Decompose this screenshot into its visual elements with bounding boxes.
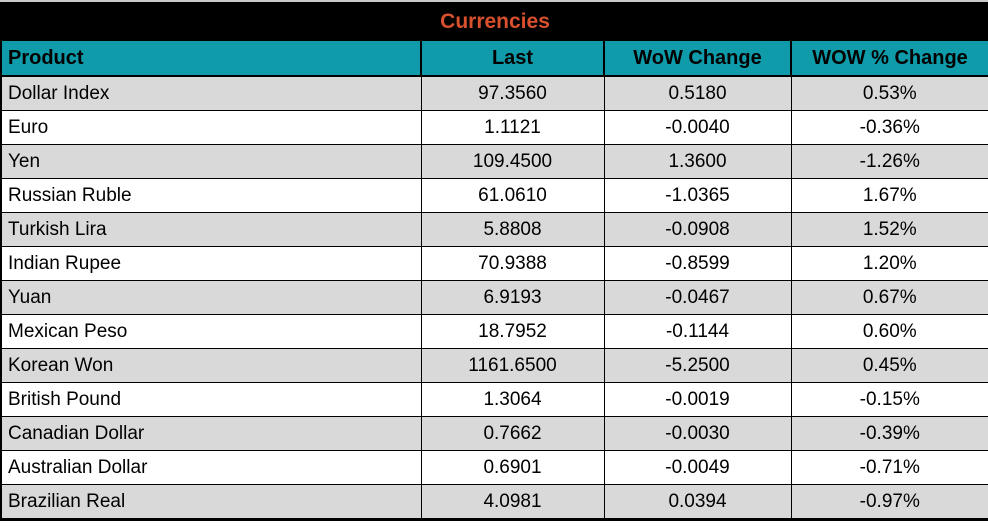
table-row: Euro 1.1121 -0.0040 -0.36% — [0, 110, 988, 145]
product-cell[interactable]: Yuan — [0, 280, 422, 315]
product-cell[interactable]: Canadian Dollar — [0, 416, 422, 451]
wow-change-cell[interactable]: -0.0040 — [603, 110, 792, 145]
product-cell[interactable]: Korean Won — [0, 348, 422, 383]
table-row: Australian Dollar 0.6901 -0.0049 -0.71% — [0, 450, 988, 485]
table-row: Brazilian Real 4.0981 0.0394 -0.97% — [0, 484, 988, 521]
column-header-last[interactable]: Last — [420, 39, 605, 77]
last-cell[interactable]: 0.7662 — [420, 416, 605, 451]
wow-pct-change-cell[interactable]: 1.52% — [790, 212, 988, 247]
table-row: Turkish Lira 5.8808 -0.0908 1.52% — [0, 212, 988, 247]
wow-change-cell[interactable]: -0.8599 — [603, 246, 792, 281]
wow-change-cell[interactable]: -1.0365 — [603, 178, 792, 213]
table-row: Yen 109.4500 1.3600 -1.26% — [0, 144, 988, 179]
product-cell[interactable]: Indian Rupee — [0, 246, 422, 281]
table-row: Mexican Peso 18.7952 -0.1144 0.60% — [0, 314, 988, 349]
wow-change-cell[interactable]: -0.0030 — [603, 416, 792, 451]
table-row: Korean Won 1161.6500 -5.2500 0.45% — [0, 348, 988, 383]
column-header-wow-pct-change[interactable]: WOW % Change — [789, 39, 988, 77]
wow-pct-change-cell[interactable]: -0.36% — [790, 110, 988, 145]
last-cell[interactable]: 97.3560 — [420, 75, 605, 111]
wow-change-cell[interactable]: 1.3600 — [603, 144, 792, 179]
last-cell[interactable]: 70.9388 — [420, 246, 605, 281]
column-header-wow-change[interactable]: WoW Change — [603, 39, 792, 77]
product-cell[interactable]: Mexican Peso — [0, 314, 422, 349]
wow-change-cell[interactable]: -0.1144 — [603, 314, 792, 349]
table-title: Currencies — [0, 2, 988, 41]
product-cell[interactable]: Australian Dollar — [0, 450, 422, 485]
wow-change-cell[interactable]: -0.0049 — [603, 450, 792, 485]
last-cell[interactable]: 1161.6500 — [420, 348, 605, 383]
product-cell[interactable]: Russian Ruble — [0, 178, 422, 213]
wow-pct-change-cell[interactable]: -0.71% — [790, 450, 988, 485]
wow-pct-change-cell[interactable]: -0.39% — [790, 416, 988, 451]
wow-pct-change-cell[interactable]: 1.67% — [790, 178, 988, 213]
last-cell[interactable]: 1.3064 — [420, 382, 605, 417]
table-row: Canadian Dollar 0.7662 -0.0030 -0.39% — [0, 416, 988, 451]
wow-change-cell[interactable]: -0.0467 — [603, 280, 792, 315]
table-row: Yuan 6.9193 -0.0467 0.67% — [0, 280, 988, 315]
table-row: Indian Rupee 70.9388 -0.8599 1.20% — [0, 246, 988, 281]
wow-change-cell[interactable]: 0.0394 — [603, 484, 792, 521]
wow-pct-change-cell[interactable]: 0.53% — [790, 75, 988, 111]
product-cell[interactable]: Brazilian Real — [0, 484, 422, 521]
table-header-row: Product Last WoW Change WOW % Change — [0, 39, 988, 77]
last-cell[interactable]: 5.8808 — [420, 212, 605, 247]
table-row: Russian Ruble 61.0610 -1.0365 1.67% — [0, 178, 988, 213]
wow-pct-change-cell[interactable]: -1.26% — [790, 144, 988, 179]
wow-change-cell[interactable]: 0.5180 — [603, 75, 792, 111]
table-title-row: Currencies — [0, 2, 988, 41]
last-cell[interactable]: 18.7952 — [420, 314, 605, 349]
last-cell[interactable]: 1.1121 — [420, 110, 605, 145]
product-cell[interactable]: Yen — [0, 144, 422, 179]
wow-pct-change-cell[interactable]: -0.97% — [790, 484, 988, 521]
wow-change-cell[interactable]: -0.0908 — [603, 212, 792, 247]
wow-pct-change-cell[interactable]: -0.15% — [790, 382, 988, 417]
product-cell[interactable]: Euro — [0, 110, 422, 145]
table-body: Dollar Index 97.3560 0.5180 0.53% Euro 1.1121… — [0, 75, 988, 521]
wow-pct-change-cell[interactable]: 0.67% — [790, 280, 988, 315]
product-cell[interactable]: Dollar Index — [0, 75, 422, 111]
last-cell[interactable]: 4.0981 — [420, 484, 605, 521]
wow-pct-change-cell[interactable]: 1.20% — [790, 246, 988, 281]
wow-pct-change-cell[interactable]: 0.45% — [790, 348, 988, 383]
table-row: British Pound 1.3064 -0.0019 -0.15% — [0, 382, 988, 417]
last-cell[interactable]: 0.6901 — [420, 450, 605, 485]
table-row: Dollar Index 97.3560 0.5180 0.53% — [0, 75, 988, 111]
wow-change-cell[interactable]: -5.2500 — [603, 348, 792, 383]
wow-pct-change-cell[interactable]: 0.60% — [790, 314, 988, 349]
last-cell[interactable]: 6.9193 — [420, 280, 605, 315]
wow-change-cell[interactable]: -0.0019 — [603, 382, 792, 417]
product-cell[interactable]: Turkish Lira — [0, 212, 422, 247]
last-cell[interactable]: 61.0610 — [420, 178, 605, 213]
product-cell[interactable]: British Pound — [0, 382, 422, 417]
column-header-product[interactable]: Product — [0, 39, 422, 77]
last-cell[interactable]: 109.4500 — [420, 144, 605, 179]
